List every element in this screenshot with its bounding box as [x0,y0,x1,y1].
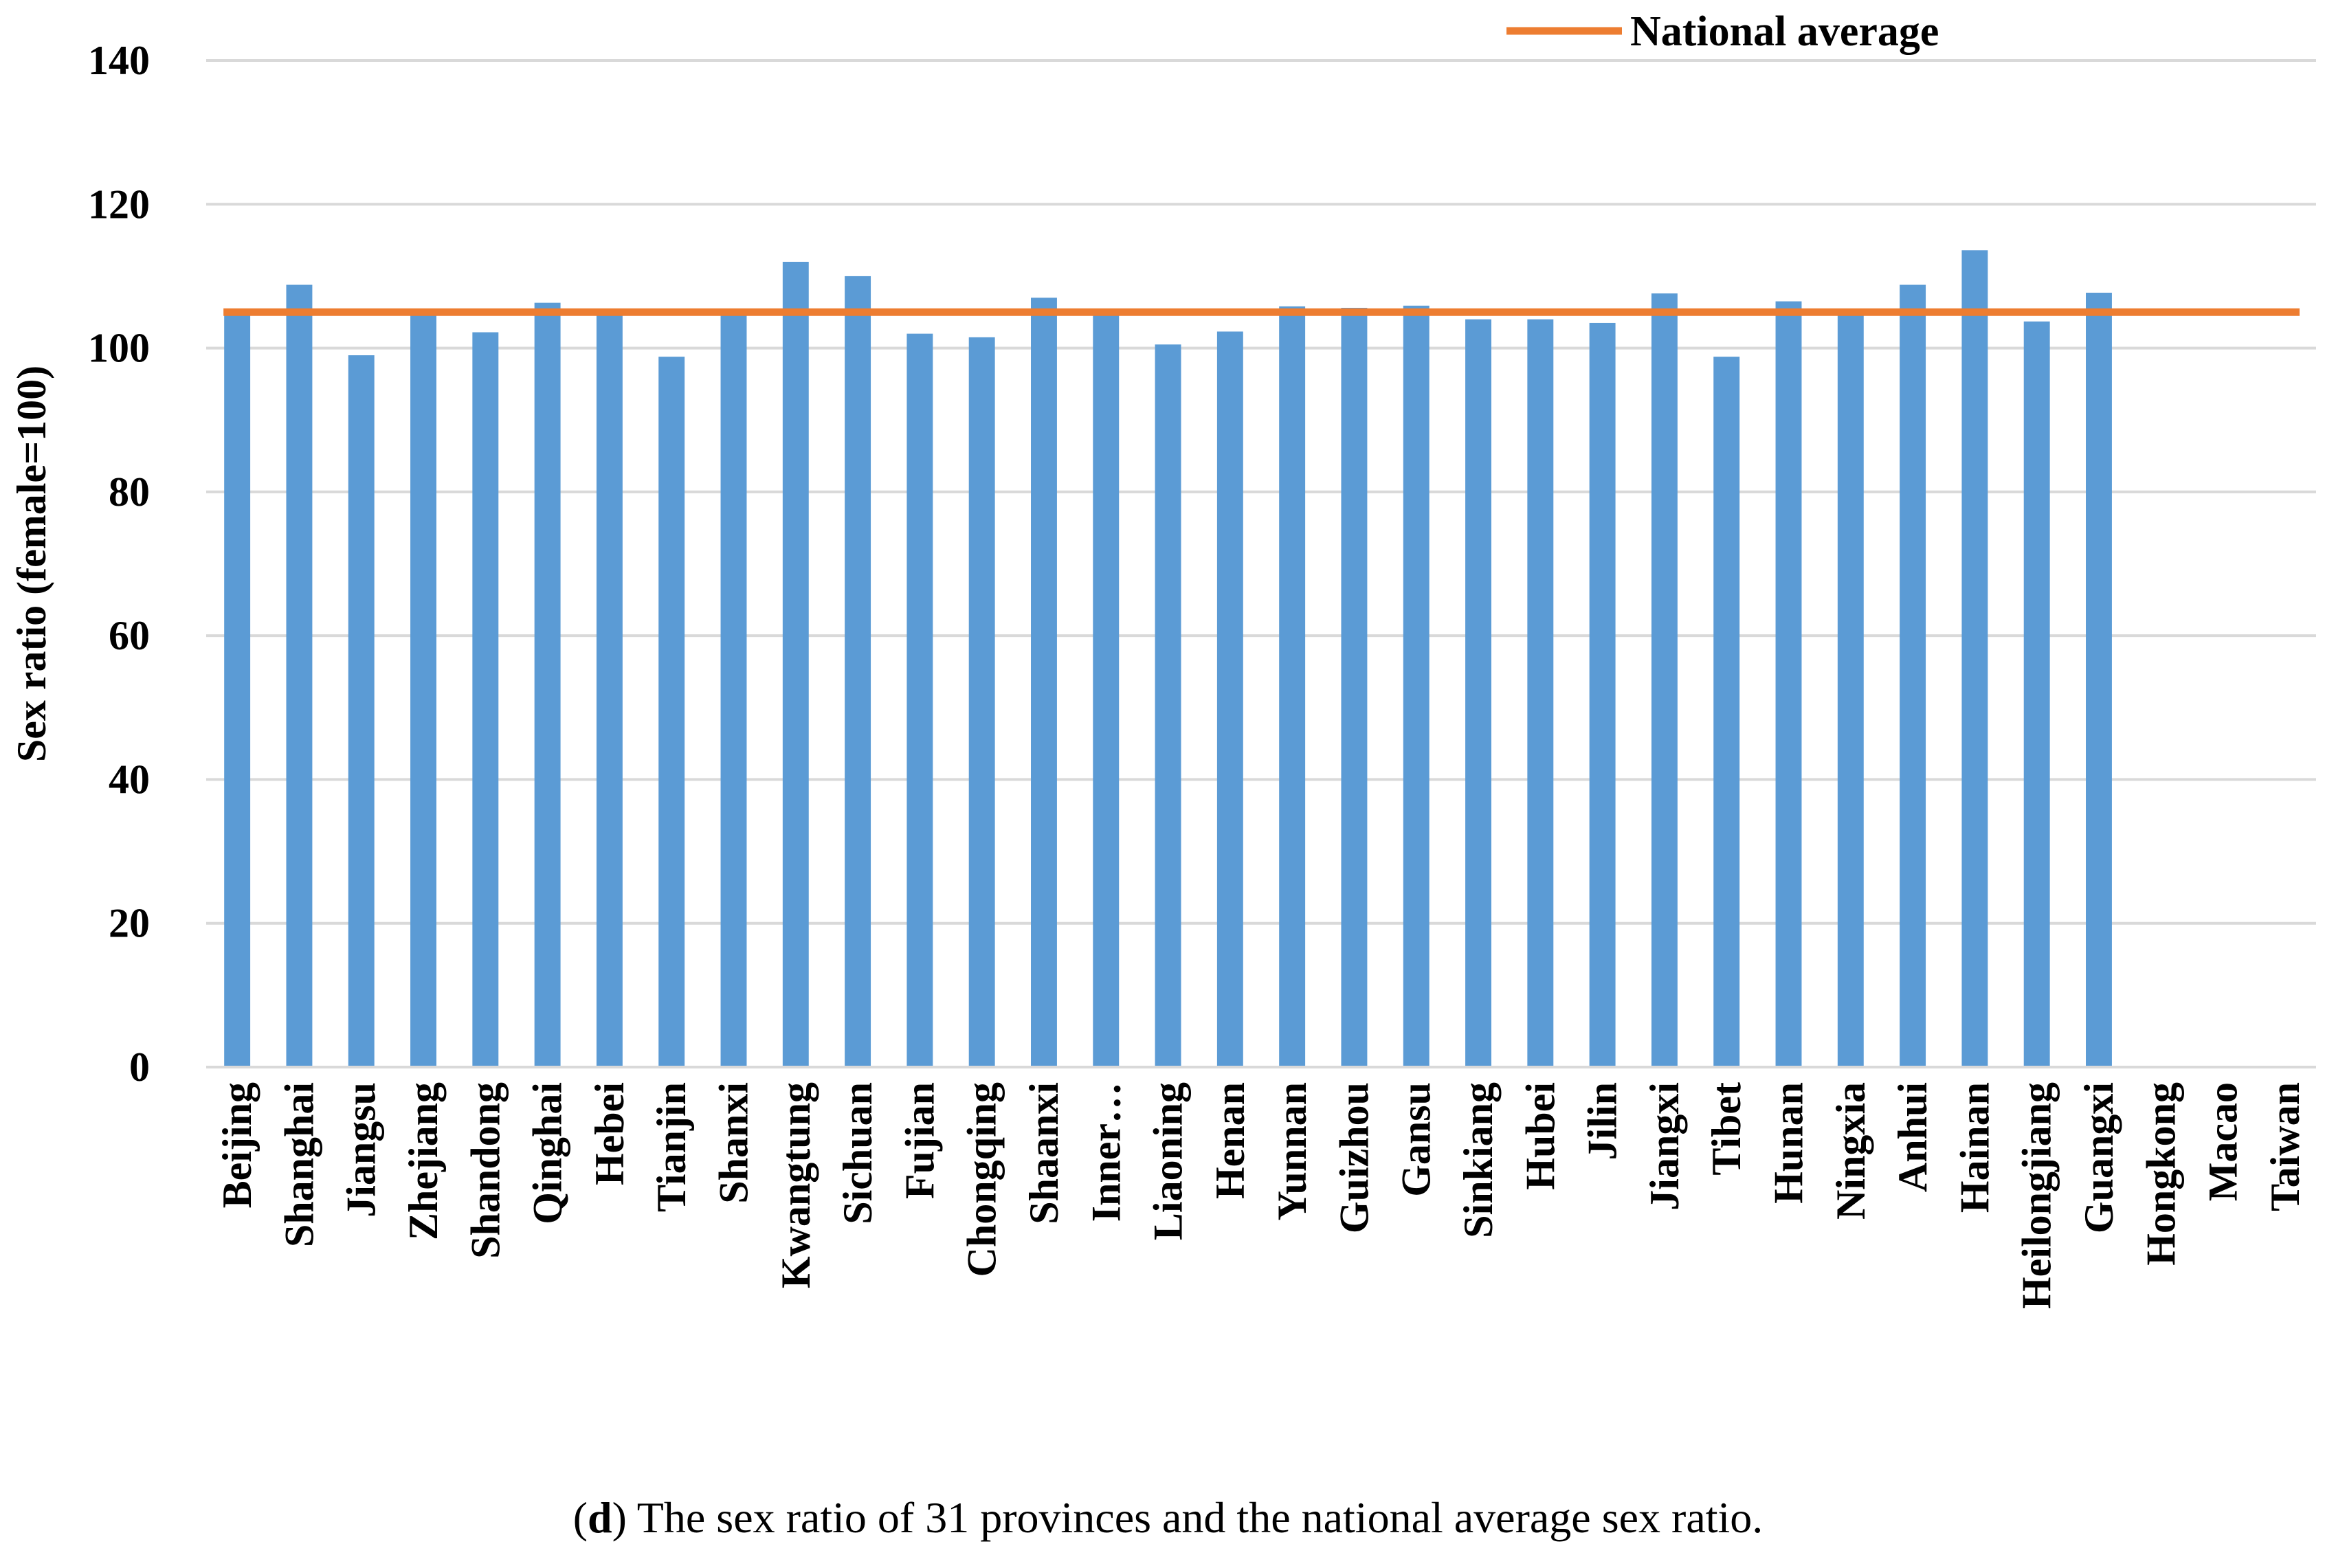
x-tick-label-sichuan: Sichuan [835,1082,880,1224]
y-tick-label-80: 80 [109,469,150,515]
x-tick-label-guangxi: Guangxi [2076,1082,2122,1233]
bar-sichuan [845,276,871,1067]
x-tick-label-inner: Inner… [1083,1082,1128,1222]
bar-hebei [596,312,623,1067]
y-tick-label-40: 40 [109,757,150,802]
x-tick-label-qinghai: Qinghai [525,1082,570,1224]
x-tick-label-yunnan: Yunnan [1269,1082,1315,1220]
bar-jilin [1589,322,1616,1068]
x-tick-label-anhui: Anhui [1890,1082,1935,1192]
bar-hunan [1775,301,1802,1067]
x-tick-label-liaoning: Liaoning [1146,1082,1191,1240]
bar-kwangtung [782,262,809,1067]
y-tick-label-0: 0 [129,1044,150,1090]
x-tick-label-tianjin: Tianjin [649,1082,694,1212]
x-tick-label-hainan: Hainan [1952,1082,1997,1213]
bar-fujian [906,333,933,1068]
legend: National average [1506,8,1939,55]
x-tick-label-jiangxi: Jiangxi [1642,1082,1687,1211]
bar-heilongjiang [2023,321,2050,1068]
x-tick-label-fujian: Fujian [897,1082,942,1199]
x-tick-label-shandong: Shandong [463,1082,508,1259]
x-tick-label-shanxi: Shanxi [711,1082,757,1204]
bar-shanxi [720,312,747,1067]
bar-guangxi [2086,292,2112,1067]
bar-liaoning [1155,344,1181,1067]
x-tick-label-heilongjiang: Heilongjiang [2014,1082,2060,1309]
caption-letter: d [588,1493,612,1542]
y-tick-label-120: 120 [88,181,150,227]
caption-prefix: ( [572,1493,588,1542]
bar-beijing [224,311,251,1068]
legend-label-national-average: National average [1630,8,1939,55]
x-tick-label-beijing: Beijing [214,1082,260,1208]
x-tick-label-gansu: Gansu [1394,1082,1439,1197]
y-tick-label-100: 100 [88,326,150,371]
bar-sinkiang [1465,319,1491,1067]
x-tick-label-taiwan: Taiwan [2262,1082,2308,1211]
bar-guizhou [1341,307,1368,1067]
bar-tibet [1713,357,1740,1067]
x-tick-label-chongqing: Chongqing [959,1082,1005,1277]
x-tick-label-jiangsu: Jiangsu [339,1082,384,1218]
caption-text: ) The sex ratio of 31 provinces and the … [612,1493,1764,1542]
x-tick-label-zhejiang: Zhejiang [401,1082,446,1240]
x-tick-label-tibet: Tibet [1704,1082,1749,1176]
x-tick-label-macao: Macao [2201,1082,2246,1201]
x-tick-label-hunan: Hunan [1766,1082,1812,1204]
x-tick-label-ningxia: Ningxia [1828,1082,1873,1220]
axes: 0 20 40 60 80 100 120 140 Beijing Shanghai Jiangsu… [9,38,2316,1309]
bar-shandong [472,332,499,1067]
bar-jiangxi [1651,293,1678,1067]
y-tick-label-20: 20 [109,901,150,946]
figure-caption: (d) The sex ratio of 31 provinces and th… [0,1492,2336,1543]
bar-anhui [1900,284,1926,1067]
bar-jiangsu [348,355,375,1068]
bar-inner [1093,312,1120,1067]
bar-tianjin [658,357,685,1067]
bar-hubei [1527,319,1554,1067]
bar-shanghai [286,284,313,1067]
y-tick-label-60: 60 [109,613,150,658]
x-tick-label-shaanxi: Shaanxi [1021,1082,1067,1224]
bar-hainan [1961,250,1988,1068]
x-tick-label-jilin: Jilin [1580,1082,1625,1160]
bar-chongqing [968,337,995,1067]
gridlines [206,59,2316,925]
bar-gansu [1403,305,1430,1067]
bar-ningxia [1837,312,1864,1067]
x-tick-label-guizhou: Guizhou [1331,1082,1377,1233]
bar-henan [1216,331,1243,1068]
y-axis-title: Sex ratio (female=100) [9,366,54,762]
x-tick-label-kwangtung: Kwangtung [773,1082,819,1288]
x-tick-label-sinkiang: Sinkiang [1456,1082,1501,1238]
x-tick-label-shanghai: Shanghai [276,1082,322,1247]
bar-shaanxi [1031,298,1057,1068]
x-tick-label-hongkong: Hongkong [2138,1082,2183,1266]
bars [224,250,2112,1068]
x-tick-label-hubei: Hubei [1517,1082,1563,1190]
x-tick-label-henan: Henan [1208,1082,1253,1199]
y-tick-label-140: 140 [88,38,150,83]
bar-qinghai [534,302,561,1067]
x-tick-label-hebei: Hebei [587,1082,632,1185]
bar-yunnan [1279,306,1306,1068]
bar-zhejiang [410,312,436,1067]
